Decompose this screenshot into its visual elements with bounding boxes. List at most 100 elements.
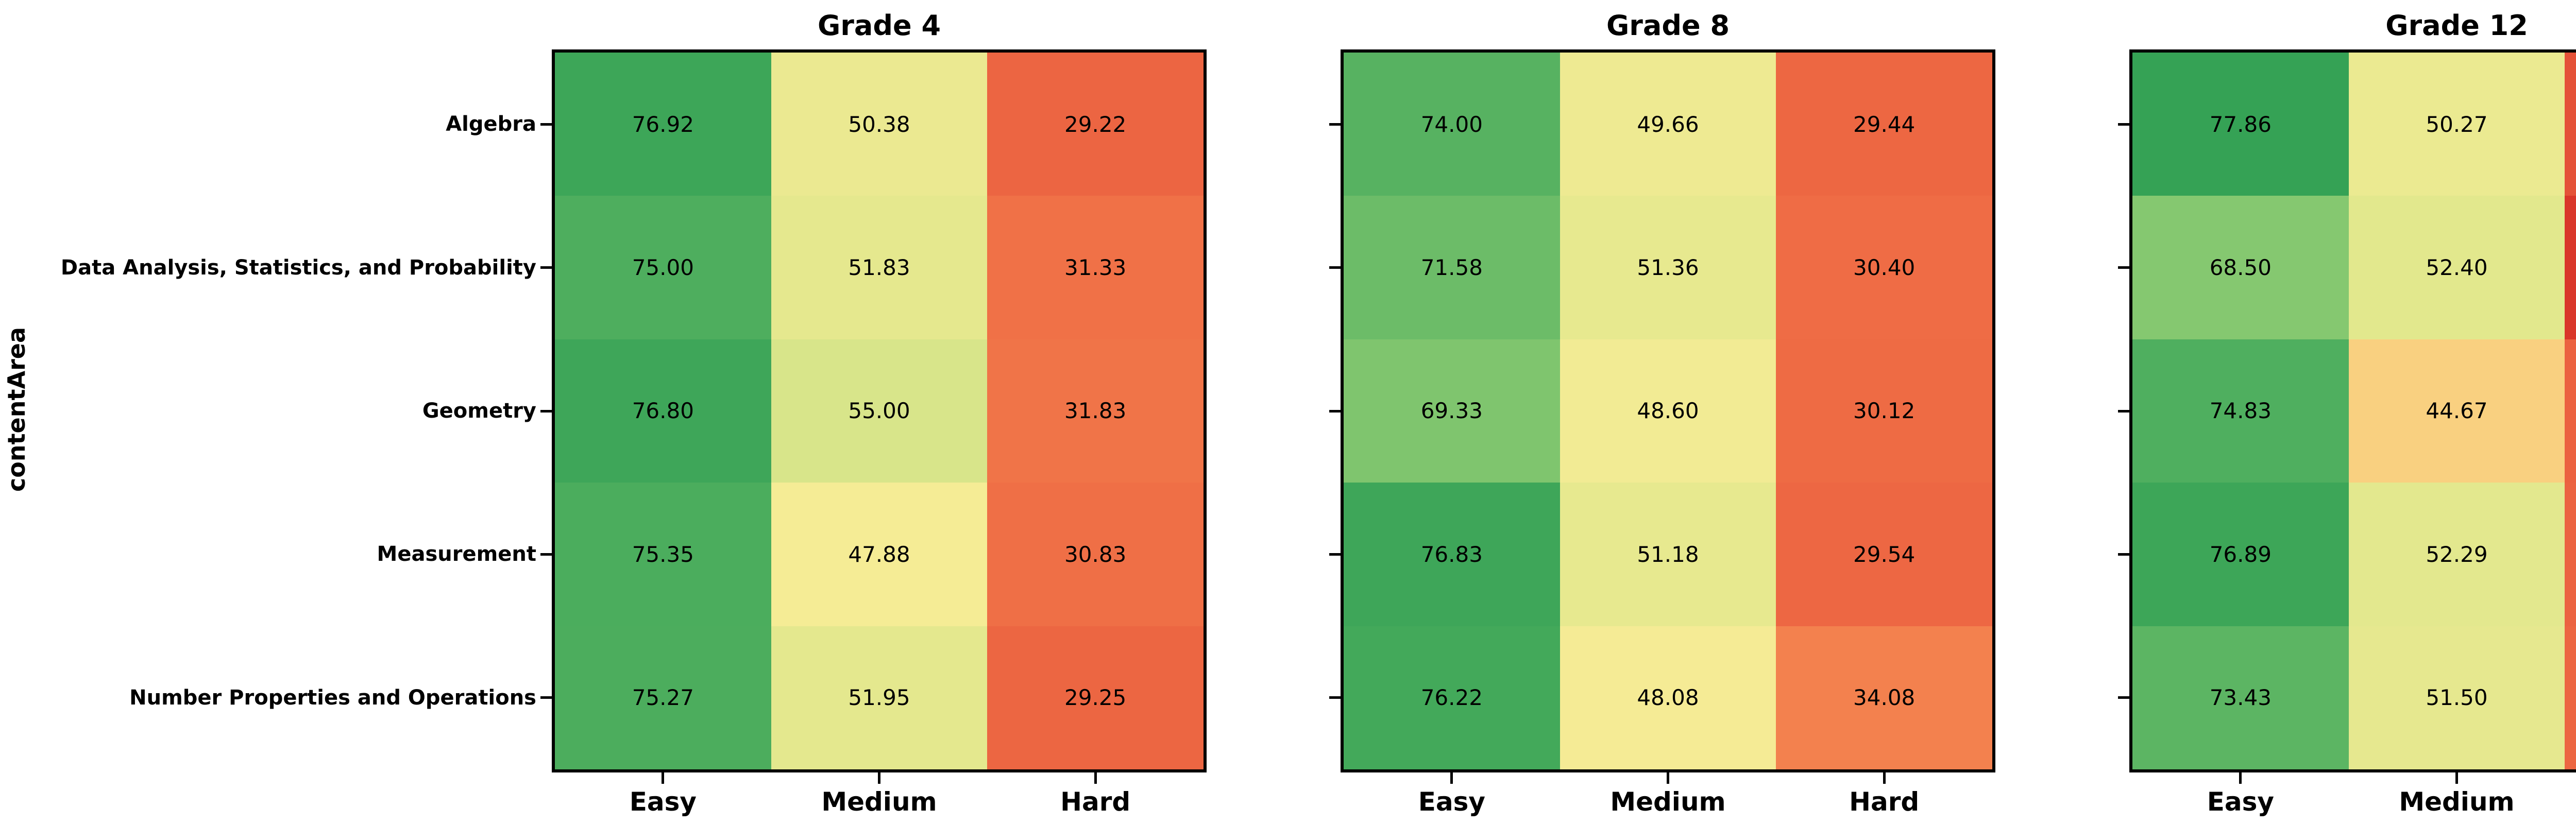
x-tick [2455, 772, 2458, 784]
heatmap-cell: 49.66 [1560, 53, 1776, 196]
heatmap-cell: 30.40 [1776, 196, 1992, 339]
panel-grade-8-plot-area: 74.00 49.66 29.44 71.58 51.36 30.40 69.33 48.60… [1341, 49, 1995, 772]
heatmap-cell: 51.36 [1560, 196, 1776, 339]
y-tick [540, 409, 552, 413]
cell-value: 31.33 [1064, 255, 1127, 281]
cell-value: 51.50 [2426, 685, 2488, 711]
y-tick [2118, 553, 2129, 556]
y-tick [2118, 696, 2129, 699]
heatmap-cell: 29.22 [987, 53, 1204, 196]
cell-value: 44.67 [2426, 398, 2488, 424]
cell-value: 71.58 [1420, 255, 1483, 281]
cell-value: 76.22 [1420, 685, 1483, 711]
heatmap-cell: 52.40 [2348, 196, 2565, 339]
cell-value: 48.08 [1637, 685, 1699, 711]
y-tick [1329, 123, 1341, 126]
y-tick [1329, 553, 1341, 556]
heatmap-cell: 71.58 [1344, 196, 1560, 339]
heatmap-cell: 21.00 [2565, 196, 2576, 339]
cell-value: 47.88 [848, 541, 910, 567]
heatmap-cell: 76.89 [2132, 483, 2349, 626]
heatmap-cell: 51.83 [771, 196, 988, 339]
cell-value: 52.40 [2426, 255, 2488, 281]
cell-value: 68.50 [2209, 255, 2272, 281]
x-tick [1450, 772, 1453, 784]
cell-value: 30.40 [1853, 255, 1916, 281]
cell-value: 74.83 [2209, 398, 2272, 424]
panel-grade-4-grid: 76.92 50.38 29.22 75.00 51.83 31.33 76.80 55.00… [555, 53, 1204, 769]
heatmap-cell: 69.33 [1344, 339, 1560, 483]
content-area-axis-label: contentArea [3, 326, 30, 492]
cell-value: 51.36 [1637, 255, 1699, 281]
cell-value: 30.83 [1064, 541, 1127, 567]
panel-grade-4-title: Grade 4 [817, 9, 941, 42]
col-label: Medium [1610, 787, 1726, 817]
x-tick [662, 772, 665, 784]
heatmap-cell: 48.08 [1560, 626, 1776, 769]
heatmap-cell: 51.50 [2348, 626, 2565, 769]
x-tick [1883, 772, 1886, 784]
heatmap-cell: 31.83 [987, 339, 1204, 483]
col-label: Hard [1849, 787, 1920, 817]
y-tick [2118, 123, 2129, 126]
col-label: Medium [2399, 787, 2515, 817]
heatmap-cell: 44.67 [2348, 339, 2565, 483]
cell-value: 29.54 [1853, 541, 1916, 567]
heatmap-cell: 30.12 [1776, 339, 1992, 483]
heatmap-cell: 34.08 [1776, 626, 1992, 769]
heatmap-cell: 75.27 [555, 626, 771, 769]
cell-value: 50.27 [2426, 111, 2488, 137]
heatmap-cell: 76.80 [555, 339, 771, 483]
heatmap-cell: 74.83 [2132, 339, 2349, 483]
col-label: Hard [2570, 787, 2576, 817]
heatmap-cell: 76.92 [555, 53, 771, 196]
cell-value: 51.95 [848, 685, 910, 711]
heatmap-cell: 25.82 [2565, 53, 2576, 196]
cell-value: 75.35 [632, 541, 694, 567]
cell-value: 48.60 [1637, 398, 1699, 424]
row-label: Number Properties and Operations [129, 685, 536, 710]
col-label: Easy [629, 787, 697, 817]
y-tick [2118, 266, 2129, 269]
cell-value: 31.83 [1064, 398, 1127, 424]
heatmap-cell: 50.27 [2348, 53, 2565, 196]
panel-grade-8-grid: 74.00 49.66 29.44 71.58 51.36 30.40 69.33 48.60… [1344, 53, 1992, 769]
col-label: Medium [821, 787, 937, 817]
heatmap-cell: 28.50 [2565, 339, 2576, 483]
cell-value: 29.44 [1853, 111, 1916, 137]
cell-value: 76.80 [632, 398, 694, 424]
cell-value: 69.33 [1420, 398, 1483, 424]
cell-value: 49.66 [1637, 111, 1699, 137]
row-label: Algebra [446, 112, 536, 136]
heatmap-cell: 73.43 [2132, 626, 2349, 769]
panel-grade-4-plot-area: 76.92 50.38 29.22 75.00 51.83 31.33 76.80 55.00… [552, 49, 1207, 772]
y-tick [1329, 266, 1341, 269]
cell-value: 76.83 [1420, 541, 1483, 567]
y-tick [1329, 696, 1341, 699]
heatmap-cell: 29.44 [1776, 53, 1992, 196]
y-tick [540, 123, 552, 126]
y-tick [540, 696, 552, 699]
heatmap-cell: 48.60 [1560, 339, 1776, 483]
y-tick [1329, 409, 1341, 413]
cell-value: 51.18 [1637, 541, 1699, 567]
heatmap-cell: 29.25 [987, 626, 1204, 769]
cell-value: 50.38 [848, 111, 910, 137]
panel-grade-12-title: Grade 12 [2385, 9, 2528, 42]
heatmap-cell: 50.38 [771, 53, 988, 196]
y-tick [540, 553, 552, 556]
cell-value: 30.12 [1853, 398, 1916, 424]
panel-grade-12-plot-area: 77.86 50.27 25.82 68.50 52.40 21.00 74.83 44.67… [2129, 49, 2576, 772]
heatmap-cell: 28.86 [2565, 483, 2576, 626]
cell-value: 29.22 [1064, 111, 1127, 137]
heatmap-cell: 31.33 [987, 196, 1204, 339]
y-tick [2118, 409, 2129, 413]
heatmap-cell: 75.35 [555, 483, 771, 626]
heatmap-cell: 74.00 [1344, 53, 1560, 196]
cell-value: 51.83 [848, 255, 910, 281]
cell-value: 77.86 [2209, 111, 2272, 137]
cell-value: 29.25 [1064, 685, 1127, 711]
panel-grade-8-title: Grade 8 [1606, 9, 1730, 42]
heatmap-cell: 30.83 [987, 483, 1204, 626]
